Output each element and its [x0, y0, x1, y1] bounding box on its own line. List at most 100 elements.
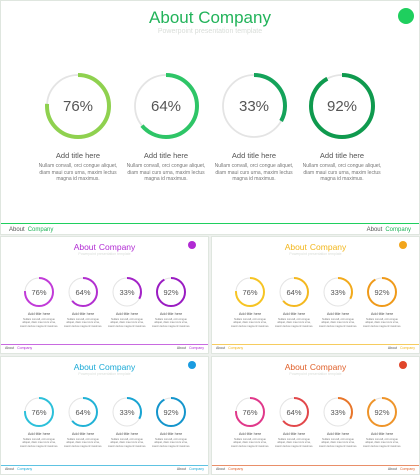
ring-progress-arc	[235, 397, 265, 427]
title-word-about: About	[149, 8, 194, 27]
slide-title: About Company	[212, 362, 419, 372]
ring-svg	[68, 397, 98, 427]
slide-thumbnail-orange[interactable]: About Company Powerpoint presentation temp…	[211, 356, 420, 475]
slide-title: About Company	[1, 8, 419, 28]
progress-ring-3: 33%	[323, 277, 353, 307]
title-word-about: About	[73, 362, 96, 372]
status-dot	[188, 361, 196, 369]
ring-svg	[367, 397, 397, 427]
footer-divider	[1, 465, 208, 466]
progress-ring-1: 76%	[235, 277, 265, 307]
ring-svg	[309, 73, 375, 139]
ring-progress-arc	[279, 397, 309, 427]
title-word-about: About	[284, 362, 307, 372]
ring-svg	[112, 277, 142, 307]
progress-ring-1: 76%	[24, 277, 54, 307]
title-word-company: Company	[198, 8, 271, 27]
progress-percent-label: 64%	[75, 287, 91, 297]
card-body-text: Nullam convall, orci congue aliquet, dia…	[19, 318, 59, 328]
slide-subtitle: Powerpoint presentation template	[78, 252, 131, 256]
progress-ring-1: 76%	[235, 397, 265, 427]
slide-title: About Company	[212, 242, 419, 252]
progress-percent-label: 76%	[242, 407, 258, 417]
progress-ring-1: 76%	[45, 73, 111, 139]
ring-progress-arc	[235, 277, 265, 307]
slide-thumbnail-yellow[interactable]: About Company Powerpoint presentation temp…	[211, 236, 420, 354]
ring-svg	[323, 277, 353, 307]
card-title: Add title here	[143, 151, 189, 160]
ring-progress-arc	[24, 397, 54, 427]
ring-svg	[68, 277, 98, 307]
progress-percent-label: 33%	[119, 407, 135, 417]
card-title: Add title here	[370, 432, 394, 436]
progress-ring-2: 64%	[279, 277, 309, 307]
card-title: Add title here	[231, 151, 277, 160]
card-title: Add title here	[326, 432, 350, 436]
ring-svg	[367, 277, 397, 307]
progress-ring-4: 92%	[156, 277, 186, 307]
footer-left: About Company	[5, 346, 33, 350]
progress-ring-2: 64%	[68, 397, 98, 427]
progress-ring-4: 92%	[367, 397, 397, 427]
card-title: Add title here	[159, 432, 183, 436]
footer-right: About Company	[387, 346, 415, 350]
progress-percent-label: 92%	[163, 287, 179, 297]
footer-divider	[1, 344, 208, 345]
progress-ring-2: 64%	[68, 277, 98, 307]
footer-left: About Company	[216, 346, 244, 350]
card-body-text: Nullam convall, orci congue aliquet, dia…	[63, 318, 103, 328]
progress-percent-label: 92%	[374, 407, 390, 417]
progress-percent-label: 92%	[374, 287, 390, 297]
card-title: Add title here	[71, 432, 95, 436]
card-body-text: Nullam convall, orci congue aliquet, dia…	[274, 318, 314, 328]
progress-percent-label: 33%	[238, 97, 270, 115]
card-body-text: Nullam convall, orci congue aliquet, dia…	[107, 438, 147, 448]
ring-progress-arc	[323, 277, 353, 307]
card-title: Add title here	[282, 312, 306, 316]
ring-svg	[279, 397, 309, 427]
card-title: Add title here	[55, 151, 101, 160]
title-word-company: Company	[309, 362, 347, 372]
progress-ring-1: 76%	[24, 397, 54, 427]
card-title: Add title here	[370, 312, 394, 316]
slide-main[interactable]: About Company Powerpoint presentation te…	[0, 0, 420, 235]
slide-title: About Company	[1, 242, 208, 252]
footer-left: About Company	[9, 227, 54, 233]
card-title: Add title here	[27, 432, 51, 436]
card-body-text: Nullam convall, orci congue aliquet, dia…	[362, 438, 402, 448]
ring-progress-arc	[156, 277, 186, 307]
card-title: Add title here	[238, 312, 262, 316]
ring-progress-arc	[323, 397, 353, 427]
card-body-text: Nullam convall, orci congue aliquet, dia…	[126, 163, 206, 182]
progress-ring-2: 64%	[279, 397, 309, 427]
card-title: Add title here	[159, 312, 183, 316]
progress-percent-label: 64%	[75, 407, 91, 417]
progress-percent-label: 76%	[62, 97, 94, 115]
card-body-text: Nullam convall, orci congue aliquet, dia…	[230, 318, 270, 328]
progress-percent-label: 92%	[163, 407, 179, 417]
footer-divider	[1, 223, 419, 224]
ring-svg	[133, 73, 199, 139]
title-word-company: Company	[98, 362, 136, 372]
slide-thumbnail-blue[interactable]: About Company Powerpoint presentation temp…	[0, 356, 209, 475]
card-body-text: Nullam convall, orci congue aliquet, dia…	[318, 438, 358, 448]
footer-right: About Company	[366, 227, 411, 233]
card-body-text: Nullam convall, orci congue aliquet, dia…	[63, 438, 103, 448]
card-title: Add title here	[282, 432, 306, 436]
card-title: Add title here	[27, 312, 51, 316]
ring-svg	[156, 277, 186, 307]
title-word-company: Company	[309, 242, 347, 252]
slide-subtitle: Powerpoint presentation template	[289, 372, 342, 376]
ring-svg	[221, 73, 287, 139]
progress-ring-3: 33%	[221, 73, 287, 139]
ring-svg	[24, 277, 54, 307]
footer-left: About Company	[5, 467, 33, 471]
ring-progress-arc	[68, 397, 98, 427]
card-title: Add title here	[115, 312, 139, 316]
footer-divider	[212, 344, 419, 345]
ring-progress-arc	[68, 277, 98, 307]
ring-svg	[156, 397, 186, 427]
slide-thumbnail-purple[interactable]: About Company Powerpoint presentation temp…	[0, 236, 209, 354]
progress-percent-label: 64%	[150, 97, 182, 115]
slide-title: About Company	[1, 362, 208, 372]
